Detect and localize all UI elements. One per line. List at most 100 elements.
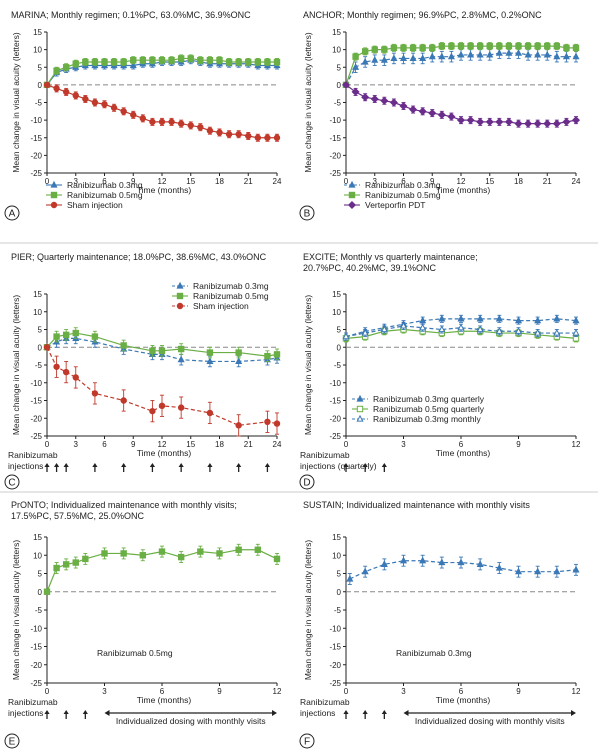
data-point [110, 58, 118, 66]
data-point [514, 327, 523, 334]
injection-label: Ranibizumab [300, 697, 350, 707]
data-point [563, 44, 570, 52]
x-tick-label: 9 [131, 177, 136, 186]
data-point [158, 347, 166, 355]
data-point [273, 351, 281, 358]
data-point [572, 565, 580, 573]
up-arrow-icon [236, 463, 242, 467]
up-arrow-icon [178, 463, 184, 467]
y-tick-label: 10 [332, 308, 341, 317]
injection-label: Ranibizumab [300, 450, 350, 460]
data-point [466, 116, 475, 125]
up-arrow-icon [63, 710, 69, 714]
x-axis-label: Time (months) [436, 695, 491, 705]
data-point [101, 550, 108, 557]
injection-label: injections [300, 708, 335, 718]
x-tick-label: 12 [158, 177, 167, 186]
y-tick-label: 15 [332, 533, 341, 542]
data-point [197, 57, 204, 64]
data-point [341, 80, 351, 89]
y-tick-label: -25 [30, 169, 42, 178]
data-point [235, 546, 242, 553]
data-point [62, 561, 70, 568]
series-line [46, 84, 277, 139]
x-tick-label: 21 [244, 440, 253, 449]
data-point [235, 422, 242, 429]
panel-letter-circle [299, 205, 315, 221]
data-point [496, 42, 503, 50]
y-tick-label: -20 [30, 151, 42, 160]
x-tick-label: 6 [459, 440, 464, 449]
arrowhead-right [571, 710, 576, 716]
data-point [390, 44, 398, 52]
y-tick-label: 10 [33, 46, 42, 55]
data-point [572, 44, 580, 52]
data-point [361, 328, 369, 336]
data-point [524, 42, 532, 50]
data-point [91, 58, 99, 66]
data-point [346, 574, 354, 582]
data-point [273, 420, 281, 427]
up-arrow-icon [44, 710, 50, 714]
x-tick-label: 6 [160, 687, 165, 696]
x-axis-label: Time (months) [137, 448, 192, 458]
x-tick-label: 6 [459, 687, 464, 696]
x-tick-label: 15 [186, 440, 195, 449]
data-point [82, 58, 89, 66]
data-point [534, 316, 542, 324]
data-point [264, 58, 271, 66]
data-point [53, 85, 60, 92]
data-point [476, 42, 484, 50]
legend-marker [50, 180, 58, 188]
y-tick-label: 10 [33, 551, 42, 560]
up-arrow-icon [362, 463, 368, 467]
y-tick-label: -20 [329, 661, 341, 670]
y-tick-label: -20 [30, 414, 42, 423]
data-point [447, 112, 456, 121]
legend-marker [348, 191, 356, 199]
up-arrow-icon [82, 710, 88, 714]
data-point [216, 57, 223, 64]
data-point [370, 94, 379, 103]
x-tick-label: 3 [74, 177, 79, 186]
data-point [139, 57, 147, 64]
data-point [504, 117, 513, 126]
panel-letter: D [303, 478, 310, 489]
data-point [273, 555, 281, 563]
data-point [245, 58, 252, 66]
arrowhead-left [403, 710, 409, 716]
x-tick-label: 9 [430, 177, 435, 186]
data-point [457, 314, 465, 322]
y-tick-label: 10 [332, 551, 341, 560]
series-1 [342, 47, 580, 88]
x-tick-label: 6 [401, 177, 406, 186]
up-arrow-icon [343, 710, 349, 714]
data-point [264, 418, 271, 425]
legend-entry: Ranibizumab 0.3mg [365, 180, 441, 190]
legend-marker [50, 201, 58, 209]
y-tick-label: 15 [33, 28, 42, 37]
data-point [352, 63, 360, 70]
data-point [534, 42, 541, 50]
data-point [389, 98, 398, 107]
up-arrow-icon [343, 463, 349, 467]
x-tick-label: 9 [516, 440, 521, 449]
data-point [447, 52, 455, 60]
data-point [486, 42, 493, 50]
data-point [62, 331, 70, 339]
legend-marker [348, 180, 356, 188]
y-tick-label: 0 [38, 343, 43, 352]
chart-title: PrONTO; Individualized maintenance with … [11, 500, 237, 510]
series-2 [43, 54, 281, 89]
legend-entry: Verteporfin PDT [365, 200, 425, 210]
data-point [419, 316, 427, 324]
data-point [495, 314, 503, 322]
injection-label: injections [8, 708, 43, 718]
data-point [72, 92, 79, 99]
data-point [380, 325, 388, 333]
data-point [572, 316, 580, 324]
up-arrow-icon [63, 463, 69, 467]
data-point [390, 54, 398, 62]
